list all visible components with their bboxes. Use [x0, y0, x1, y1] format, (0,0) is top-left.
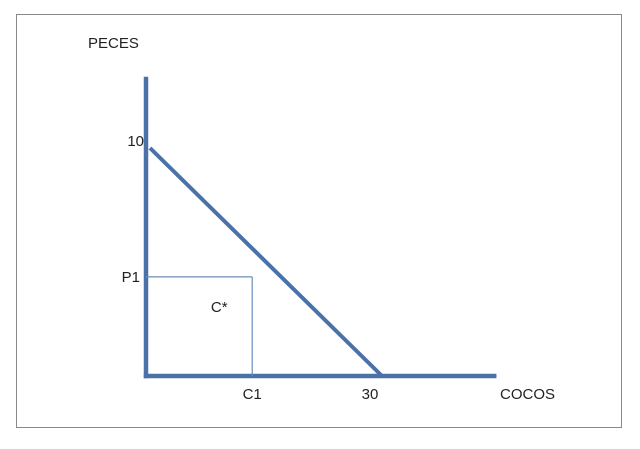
y-tick-label-10: 10: [127, 133, 144, 150]
y-tick-label-p1: P1: [122, 269, 140, 286]
production-possibility-line: [148, 146, 384, 378]
point-label-c-star: C*: [211, 299, 228, 316]
x-tick-label-c1: C1: [243, 386, 262, 403]
x-axis-label: COCOS: [500, 386, 555, 403]
chart-frame: [16, 14, 622, 428]
x-tick-label-30: 30: [362, 386, 379, 403]
y-axis-label: PECES: [88, 35, 139, 52]
